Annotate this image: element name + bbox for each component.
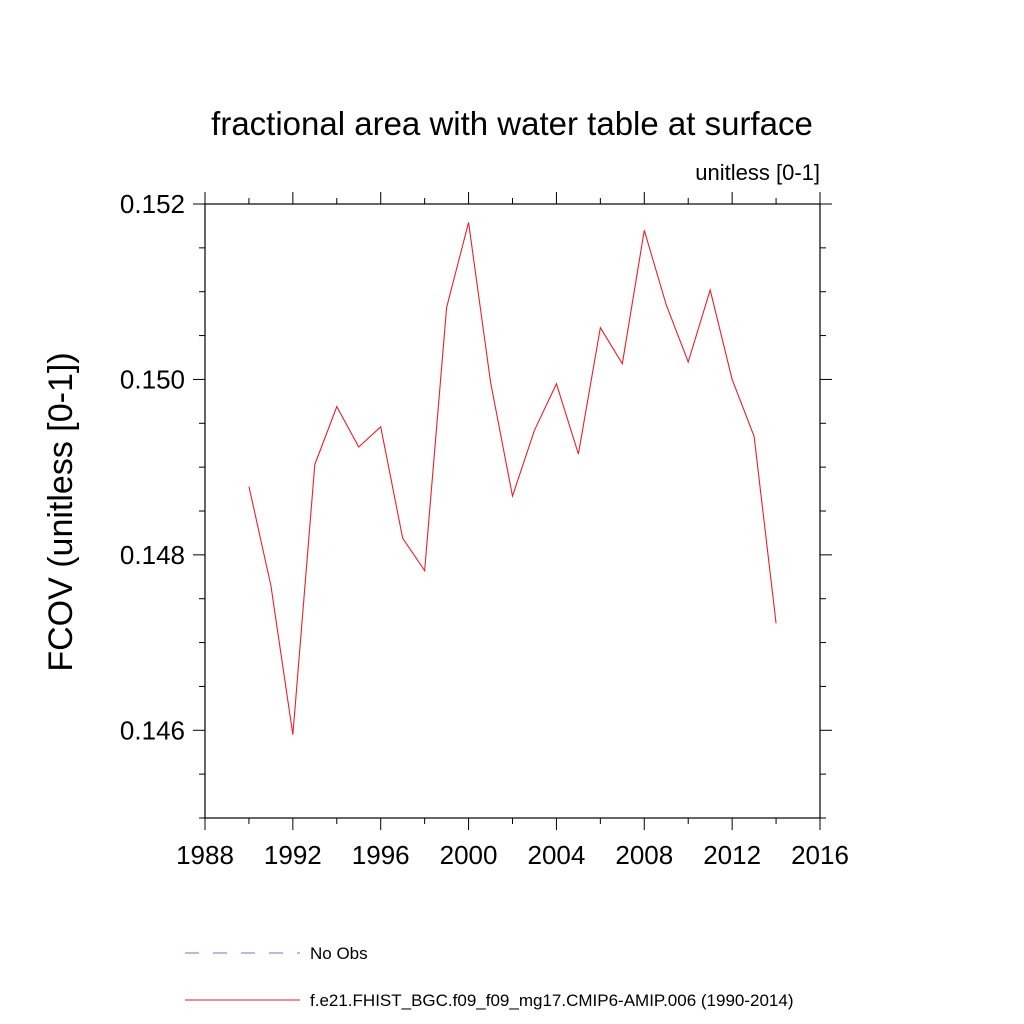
x-tick-label: 1996 [352,840,410,870]
x-tick-label: 1992 [264,840,322,870]
legend-label-model: f.e21.FHIST_BGC.f09_f09_mg17.CMIP6-AMIP.… [310,991,794,1010]
x-tick-label: 1988 [176,840,234,870]
x-tick-label: 2000 [440,840,498,870]
data-point [775,623,776,624]
data-point [490,381,491,382]
data-point [578,453,579,454]
data-point [512,495,513,496]
data-point [248,486,249,487]
data-point [270,585,271,586]
data-point [424,570,425,571]
x-tick-labels: 1988 1992 1996 2000 2004 2008 2012 2016 [176,840,849,870]
data-point [446,307,447,308]
x-tick-label: 2016 [791,840,849,870]
y-tick-label: 0.146 [120,715,185,745]
data-point [688,361,689,362]
series-layer [248,222,777,735]
data-point [534,430,535,431]
data-point [358,446,359,447]
data-point [380,426,381,427]
y-tick-label: 0.150 [120,364,185,394]
data-point [336,406,337,407]
data-point [556,383,557,384]
series-line-model [248,222,777,735]
legend: No Obs f.e21.FHIST_BGC.f09_f09_mg17.CMIP… [185,944,794,1010]
y-tick-labels: 0.146 0.148 0.150 0.152 [120,189,185,745]
data-point [292,734,293,735]
data-point [600,327,601,328]
y-tick-label: 0.152 [120,189,185,219]
data-point [402,538,403,539]
data-point [314,464,315,465]
x-tick-label: 2008 [615,840,673,870]
data-point [754,436,755,437]
plot-frame [204,203,821,819]
y-axis-label: FCOV (unitless [0-1]) [42,352,80,671]
x-tick-label: 2012 [703,840,761,870]
data-point [732,379,733,380]
data-point [644,230,645,231]
axis-ticks [193,192,832,830]
chart-subtitle: unitless [0-1] [695,160,820,185]
y-tick-label: 0.148 [120,540,185,570]
data-point [710,289,711,290]
x-tick-label: 2004 [528,840,586,870]
legend-label-no-obs: No Obs [310,944,368,963]
data-point [468,222,469,223]
data-point [622,363,623,364]
data-point [666,304,667,305]
chart-title: fractional area with water table at surf… [211,105,813,142]
